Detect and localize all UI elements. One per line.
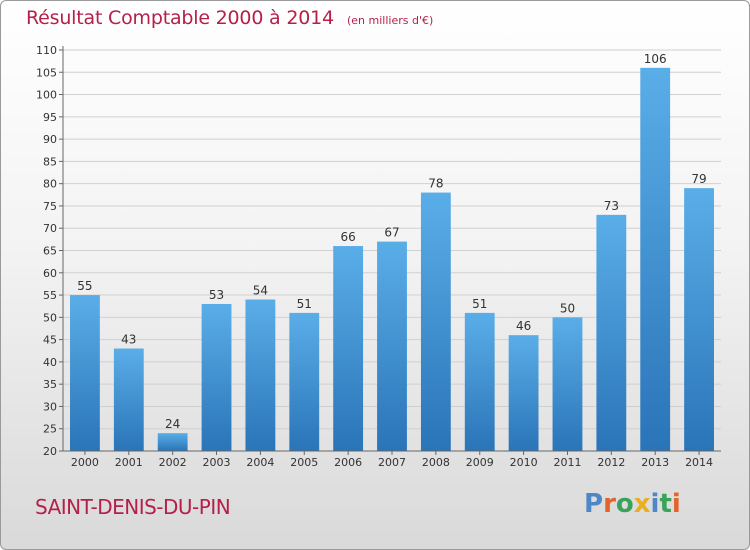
y-tick-label: 65 [43, 245, 57, 258]
y-tick-label: 80 [43, 178, 57, 191]
bar [157, 433, 188, 451]
title-row: Résultat Comptable 2000 à 2014 (en milli… [26, 7, 433, 29]
bar-value-label: 54 [253, 284, 268, 298]
bars-layer [70, 67, 714, 452]
bar-value-label: 53 [209, 288, 224, 302]
x-tick-label: 2004 [246, 456, 274, 469]
y-tick-label: 25 [43, 423, 57, 436]
x-tick-label: 2008 [422, 456, 450, 469]
bar-value-label: 106 [644, 52, 667, 66]
bar [420, 192, 451, 452]
y-tick-label: 75 [43, 200, 57, 213]
bar [684, 188, 714, 451]
bar-value-label: 50 [560, 301, 575, 315]
bar-value-label: 73 [604, 199, 619, 213]
bar [552, 317, 583, 451]
brand-letter: i [671, 489, 681, 519]
y-tick-label: 20 [43, 445, 57, 458]
bar [508, 335, 539, 451]
brand-letter: t [659, 489, 672, 519]
x-tick-label: 2010 [510, 456, 538, 469]
brand-letter: r [603, 489, 616, 519]
labels-layer: 55 43 24 53 54 51 66 67 78 51 46 50 73 106 79 [77, 52, 706, 431]
bar [201, 303, 232, 451]
brand-letter: i [650, 489, 660, 519]
brand-letter: o [615, 489, 634, 519]
x-tick-label: 2011 [553, 456, 581, 469]
bar [596, 214, 627, 451]
y-tick-label: 45 [43, 334, 57, 347]
bar-value-label: 66 [340, 230, 355, 244]
x-tick-label: 2002 [159, 456, 187, 469]
axes-layer: 20 25 30 35 40 45 50 55 60 65 70 75 80 85 90 95 100 105 11… [36, 44, 721, 469]
y-tick-label: 40 [43, 356, 57, 369]
y-tick-label: 95 [43, 111, 57, 124]
bar-value-label: 67 [384, 226, 399, 240]
y-tick-label: 30 [43, 400, 57, 413]
bar [113, 348, 144, 451]
brand-letter: P [584, 489, 604, 519]
bar-value-label: 24 [165, 417, 180, 431]
bar-value-label: 79 [691, 172, 706, 186]
bar [245, 299, 276, 451]
y-tick-label: 105 [36, 66, 57, 79]
bar-value-label: 51 [472, 297, 487, 311]
x-tick-label: 2000 [71, 456, 99, 469]
y-tick-label: 110 [36, 44, 57, 57]
x-tick-label: 2001 [115, 456, 143, 469]
bar-value-label: 78 [428, 177, 443, 191]
bar [640, 67, 671, 452]
y-tick-label: 90 [43, 133, 57, 146]
bar-value-label: 51 [297, 297, 312, 311]
x-tick-label: 2005 [290, 456, 318, 469]
bar [70, 295, 100, 451]
x-tick-label: 2006 [334, 456, 362, 469]
x-tick-label: 2003 [203, 456, 231, 469]
chart-subtitle: (en milliers d'€) [346, 14, 434, 27]
y-tick-label: 50 [43, 311, 57, 324]
x-tick-label: 2007 [378, 456, 406, 469]
bar-value-label: 43 [121, 333, 136, 347]
bar [333, 246, 364, 451]
y-tick-label: 85 [43, 155, 57, 168]
x-tick-label: 2009 [466, 456, 494, 469]
bar [464, 312, 495, 451]
y-tick-label: 70 [43, 222, 57, 235]
x-tick-label: 2014 [685, 456, 713, 469]
y-tick-label: 100 [36, 89, 57, 102]
bar [289, 312, 320, 451]
y-tick-label: 35 [43, 378, 57, 391]
bar-value-label: 46 [516, 319, 531, 333]
x-tick-label: 2013 [641, 456, 669, 469]
bar-value-label: 55 [77, 279, 92, 293]
y-tick-label: 55 [43, 289, 57, 302]
y-tick-label: 60 [43, 267, 57, 280]
x-tick-label: 2012 [597, 456, 625, 469]
bar [377, 241, 407, 451]
brand-logo: Proxiti [584, 489, 681, 519]
brand-letter: x [633, 489, 651, 519]
city-name: SAINT-DENIS-DU-PIN [35, 495, 231, 519]
chart-title: Résultat Comptable 2000 à 2014 [26, 7, 334, 29]
